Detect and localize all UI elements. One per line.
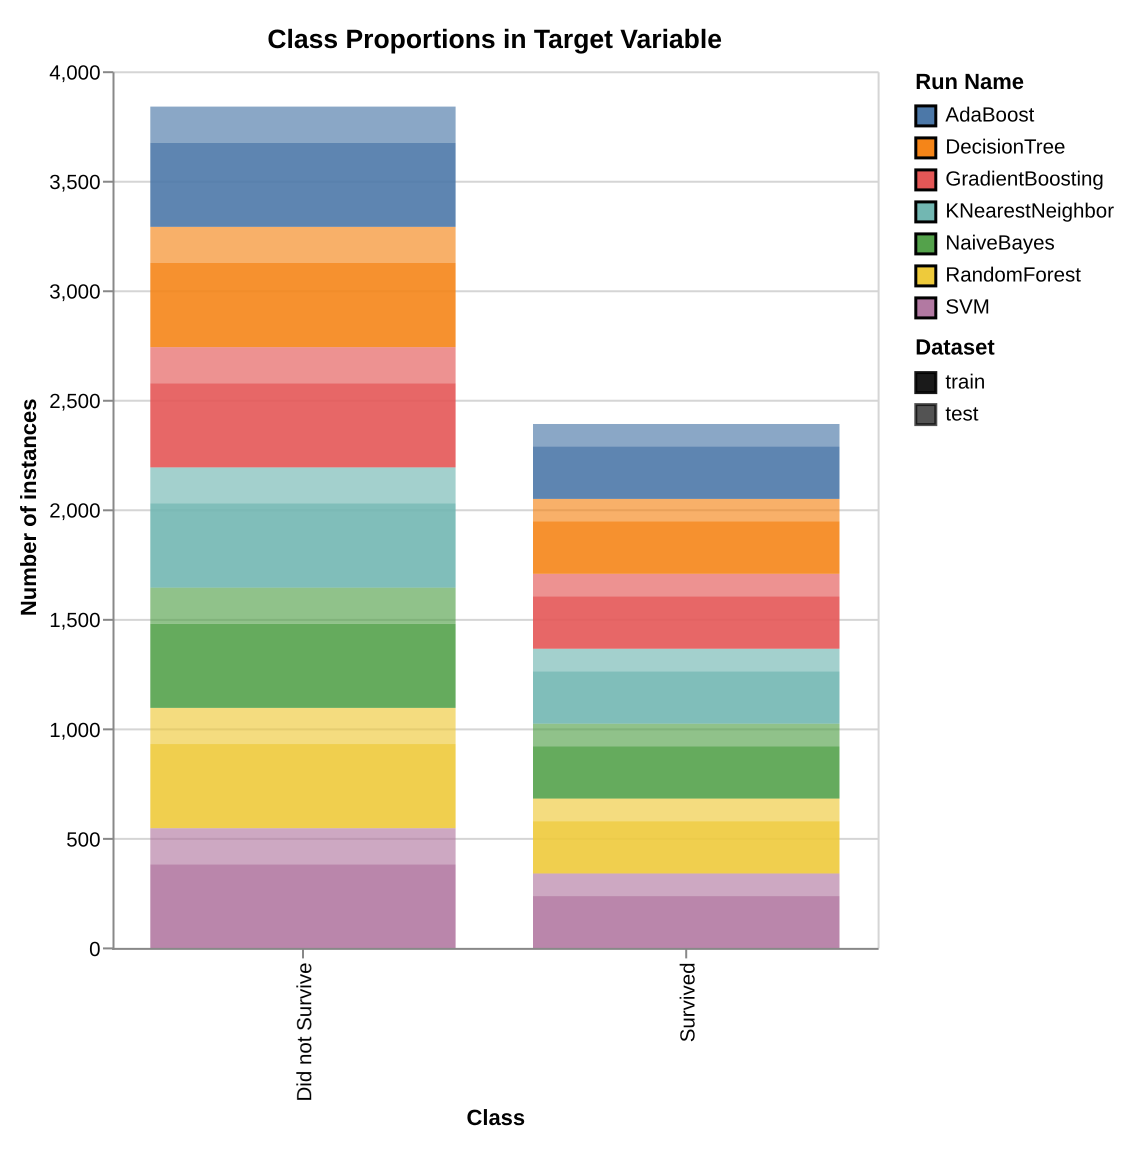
svg-text:SVM: SVM <box>945 296 989 319</box>
svg-text:RandomForest: RandomForest <box>945 264 1081 287</box>
svg-text:test: test <box>945 402 978 425</box>
svg-text:Dataset: Dataset <box>915 334 995 359</box>
svg-text:AdaBoost: AdaBoost <box>945 104 1034 127</box>
svg-text:Number of instances: Number of instances <box>16 398 41 616</box>
svg-text:3,500: 3,500 <box>49 171 100 194</box>
svg-text:500: 500 <box>66 828 100 851</box>
svg-text:Survived: Survived <box>677 963 700 1043</box>
svg-text:2,500: 2,500 <box>49 390 100 413</box>
svg-text:Class Proportions in Target Va: Class Proportions in Target Variable <box>267 24 722 54</box>
svg-text:Did not Survive: Did not Survive <box>293 963 316 1102</box>
svg-text:Run Name: Run Name <box>915 69 1024 94</box>
svg-text:3,000: 3,000 <box>49 281 100 304</box>
svg-text:1,500: 1,500 <box>49 609 100 632</box>
svg-text:train: train <box>945 370 985 393</box>
svg-text:1,000: 1,000 <box>49 719 100 742</box>
svg-text:2,000: 2,000 <box>49 500 100 523</box>
svg-text:NaiveBayes: NaiveBayes <box>945 232 1054 255</box>
svg-text:0: 0 <box>89 938 100 961</box>
svg-text:DecisionTree: DecisionTree <box>945 136 1065 159</box>
svg-text:GradientBoosting: GradientBoosting <box>945 168 1103 191</box>
svg-text:KNearestNeighbor: KNearestNeighbor <box>945 200 1114 223</box>
svg-text:4,000: 4,000 <box>49 62 100 85</box>
svg-text:Class: Class <box>466 1105 525 1130</box>
